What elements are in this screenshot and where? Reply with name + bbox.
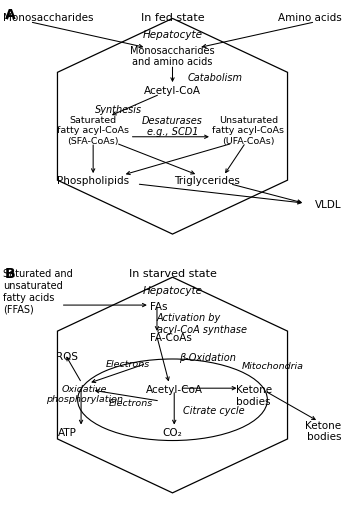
Text: Acetyl-CoA: Acetyl-CoA — [144, 86, 201, 96]
Text: Ketone
bodies: Ketone bodies — [236, 385, 272, 407]
Text: Desaturases
e.g., SCD1: Desaturases e.g., SCD1 — [142, 116, 203, 137]
Text: Hepatocyte: Hepatocyte — [142, 286, 203, 296]
Text: Amino acids: Amino acids — [278, 13, 342, 23]
Text: Unsaturated
fatty acyl-CoAs
(UFA-CoAs): Unsaturated fatty acyl-CoAs (UFA-CoAs) — [213, 116, 284, 146]
Text: Synthesis: Synthesis — [95, 105, 142, 115]
Text: CO₂: CO₂ — [162, 428, 183, 438]
Text: Acetyl-CoA: Acetyl-CoA — [146, 385, 203, 395]
Text: Saturated and
unsaturated
fatty acids
(FFAS): Saturated and unsaturated fatty acids (F… — [3, 269, 73, 314]
Text: Catabolism: Catabolism — [188, 73, 243, 83]
Text: Mitochondria: Mitochondria — [241, 362, 304, 371]
Text: Electrons: Electrons — [109, 399, 153, 408]
Text: In starved state: In starved state — [129, 269, 216, 279]
Text: Saturated
fatty acyl-CoAs
(SFA-CoAs): Saturated fatty acyl-CoAs (SFA-CoAs) — [57, 116, 129, 146]
Text: Monosaccharides
and amino acids: Monosaccharides and amino acids — [130, 46, 215, 67]
Text: VLDL: VLDL — [315, 200, 342, 210]
Text: In fed state: In fed state — [141, 13, 204, 23]
Text: Phospholipids: Phospholipids — [57, 176, 129, 186]
Text: A: A — [5, 8, 16, 22]
Text: ROS: ROS — [56, 352, 78, 362]
Text: Citrate cycle: Citrate cycle — [183, 406, 245, 416]
Text: ATP: ATP — [58, 428, 77, 438]
Text: Activation by
acyl-CoA synthase: Activation by acyl-CoA synthase — [157, 313, 247, 335]
Text: Electrons: Electrons — [106, 360, 150, 369]
Text: Ketone
bodies: Ketone bodies — [305, 421, 342, 442]
Text: FA-CoAs: FA-CoAs — [150, 333, 192, 343]
Text: Hepatocyte: Hepatocyte — [142, 30, 203, 40]
Text: Triglycerides: Triglycerides — [174, 176, 240, 186]
Text: Oxidative
phosphorylation: Oxidative phosphorylation — [46, 385, 123, 404]
Text: Monosaccharides: Monosaccharides — [3, 13, 94, 23]
Text: β-Oxidation: β-Oxidation — [179, 353, 236, 363]
Text: FAs: FAs — [150, 302, 168, 312]
Text: B: B — [5, 267, 16, 281]
